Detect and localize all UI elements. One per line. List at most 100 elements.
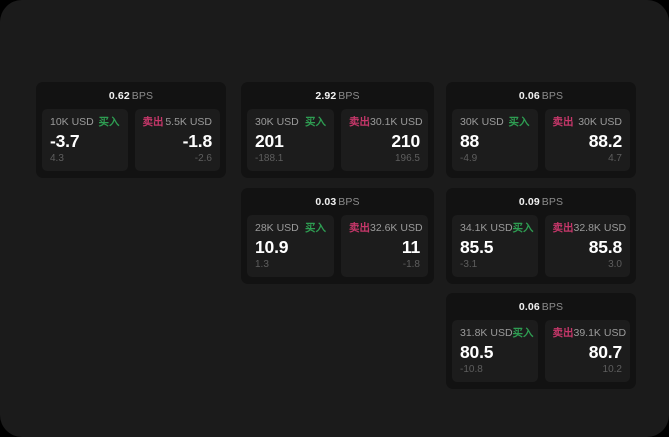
buy-tag: 买入 [305,116,326,128]
sell-side[interactable]: 卖出 5.5K USD -1.8 -2.6 [134,109,220,171]
quote-card[interactable]: 0.09 BPS 34.1K USD 买入 85.5 -3.1 卖出 32.8K … [446,188,636,284]
spread-value: 0.06 [518,90,540,102]
sell-side-header: 卖出 30.1K USD [349,116,423,129]
spread-unit: BPS [541,301,564,313]
buy-delta: -188.1 [255,153,284,164]
buy-size: 10K USD [50,116,94,128]
sell-price: 85.8 [588,237,622,257]
card-sides: 34.1K USD 买入 85.5 -3.1 卖出 32.8K USD 85.8… [452,215,630,277]
card-sides: 10K USD 买入 -3.7 4.3 卖出 5.5K USD -1.8 -2.… [42,109,220,171]
quote-card[interactable]: 0.06 BPS 30K USD 买入 88 -4.9 卖出 30K USD [446,82,636,178]
card-spread-header: 0.62 BPS [42,88,220,105]
buy-delta: -4.9 [460,153,478,164]
sell-size: 32.8K USD [573,222,627,234]
buy-side-header: 28K USD 买入 [255,222,326,235]
spread-value: 0.62 [108,90,130,102]
buy-price: 85.5 [460,237,494,257]
buy-delta: -3.1 [460,259,478,270]
card-spread-header: 2.92 BPS [247,88,428,105]
sell-side[interactable]: 卖出 30K USD 88.2 4.7 [544,109,630,171]
quote-card[interactable]: 0.62 BPS 10K USD 买入 -3.7 4.3 卖出 5.5K USD [36,82,226,178]
card-sides: 28K USD 买入 10.9 1.3 卖出 32.6K USD 11 -1.8 [247,215,428,277]
sell-price: -1.8 [182,131,213,151]
buy-delta: 1.3 [255,259,269,270]
quote-card[interactable]: 2.92 BPS 30K USD 买入 201 -188.1 卖出 30.1K U… [241,82,434,178]
sell-price: 11 [401,237,420,257]
buy-side[interactable]: 10K USD 买入 -3.7 4.3 [42,109,128,171]
spread-unit: BPS [541,90,564,102]
sell-price: 210 [391,131,420,151]
buy-price: -3.7 [50,131,80,151]
sell-tag: 卖出 [349,116,370,128]
sell-delta: 196.5 [394,153,420,164]
sell-delta: 3.0 [608,259,622,270]
sell-tag: 卖出 [552,327,574,339]
sell-price: 80.7 [588,342,622,362]
buy-size: 31.8K USD [460,327,513,339]
buy-side-header: 31.8K USD 买入 [460,327,534,340]
spread-value: 0.09 [518,196,540,208]
sell-tag: 卖出 [142,116,164,128]
buy-side-header: 10K USD 买入 [50,116,120,129]
buy-side-header: 30K USD 买入 [460,116,530,129]
buy-side[interactable]: 30K USD 买入 88 -4.9 [452,109,538,171]
quote-card[interactable]: 0.03 BPS 28K USD 买入 10.9 1.3 卖出 32.6K USD [241,188,434,284]
spread-value: 2.92 [315,90,337,102]
buy-delta: 4.3 [50,153,64,164]
sell-side[interactable]: 卖出 30.1K USD 210 196.5 [341,109,428,171]
buy-size: 30K USD [460,116,504,128]
sell-size: 30.1K USD [370,116,423,128]
sell-size: 39.1K USD [573,327,627,339]
spread-value: 0.03 [315,196,337,208]
buy-tag: 买入 [305,222,326,234]
buy-side-header: 34.1K USD 买入 [460,222,534,235]
buy-side[interactable]: 28K USD 买入 10.9 1.3 [247,215,334,277]
spread-unit: BPS [338,90,360,102]
sell-price: 88.2 [588,131,622,151]
spread-value: 0.06 [518,301,540,313]
sell-side-header: 卖出 30K USD [553,116,623,129]
buy-tag: 买入 [512,222,534,234]
sell-tag: 卖出 [552,116,574,128]
sell-size: 30K USD [578,116,622,128]
buy-tag: 买入 [508,116,530,128]
buy-delta: -10.8 [460,364,483,375]
sell-delta: -1.8 [402,259,420,270]
sell-tag: 卖出 [349,222,370,234]
sell-side[interactable]: 卖出 39.1K USD 80.7 10.2 [544,320,630,382]
card-sides: 30K USD 买入 88 -4.9 卖出 30K USD 88.2 4.7 [452,109,630,171]
sell-delta: 10.2 [602,364,622,375]
buy-price: 10.9 [255,237,289,257]
spread-unit: BPS [541,196,564,208]
sell-delta: -2.6 [194,153,212,164]
card-sides: 31.8K USD 买入 80.5 -10.8 卖出 39.1K USD 80.… [452,320,630,382]
buy-size: 28K USD [255,222,299,234]
buy-side[interactable]: 31.8K USD 买入 80.5 -10.8 [452,320,538,382]
buy-side[interactable]: 34.1K USD 买入 85.5 -3.1 [452,215,538,277]
card-spread-header: 0.06 BPS [452,299,630,316]
sell-delta: 4.7 [608,153,622,164]
spread-unit: BPS [338,196,360,208]
buy-size: 34.1K USD [460,222,513,234]
buy-tag: 买入 [512,327,534,339]
sell-size: 32.6K USD [370,222,423,234]
buy-size: 30K USD [255,116,299,128]
sell-size: 5.5K USD [165,116,212,128]
buy-side-header: 30K USD 买入 [255,116,326,129]
buy-price: 88 [460,131,480,151]
sell-side-header: 卖出 39.1K USD [552,327,627,340]
card-spread-header: 0.06 BPS [452,88,630,105]
quote-card[interactable]: 0.06 BPS 31.8K USD 买入 80.5 -10.8 卖出 39.1K… [446,293,636,389]
sell-side[interactable]: 卖出 32.6K USD 11 -1.8 [341,215,428,277]
spread-unit: BPS [131,90,154,102]
sell-side-header: 卖出 32.8K USD [553,222,627,235]
sell-side[interactable]: 卖出 32.8K USD 85.8 3.0 [544,215,630,277]
card-spread-header: 0.03 BPS [247,194,428,211]
buy-price: 80.5 [460,342,494,362]
sell-side-header: 卖出 32.6K USD [349,222,423,235]
card-sides: 30K USD 买入 201 -188.1 卖出 30.1K USD 210 1… [247,109,428,171]
buy-side[interactable]: 30K USD 买入 201 -188.1 [247,109,334,171]
sell-side-header: 卖出 5.5K USD [143,116,213,129]
